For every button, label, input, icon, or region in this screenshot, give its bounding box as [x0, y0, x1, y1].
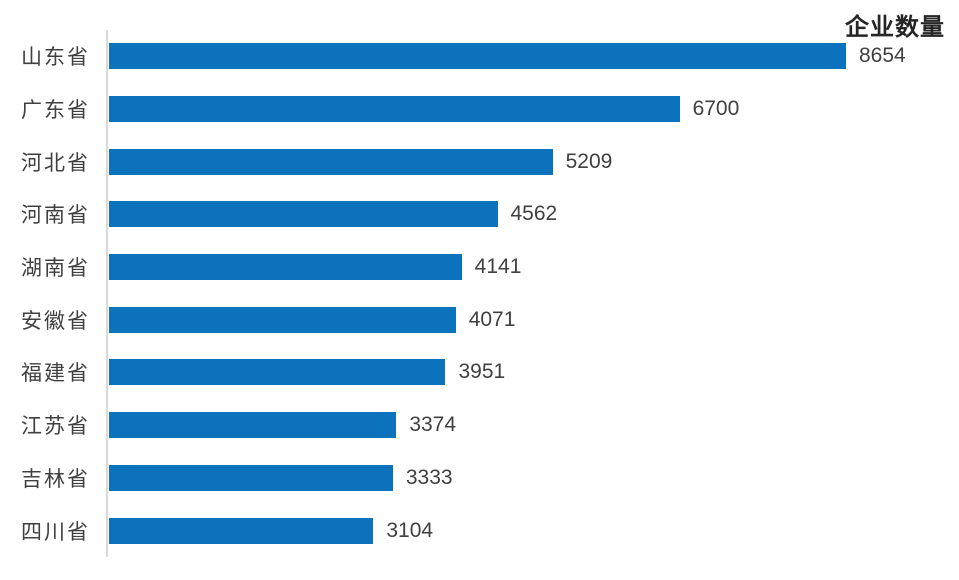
value-label: 3951: [458, 360, 506, 384]
plot-cell: 3374: [106, 398, 959, 452]
value-label: 3333: [405, 465, 453, 489]
plot-cell: 3104: [106, 504, 959, 557]
bar: [109, 254, 462, 281]
bar-row: 广东省 6700: [0, 82, 959, 136]
category-label: 安徽省: [21, 308, 90, 333]
bar-row: 福建省 3951: [0, 346, 959, 399]
plot-cell: 6700: [106, 82, 959, 136]
category-label: 河北省: [21, 150, 90, 175]
bar: [109, 148, 553, 175]
plot-cell: 4141: [106, 240, 959, 294]
value-label: 4071: [468, 307, 516, 331]
bar: [109, 359, 446, 386]
bar-row: 江苏省 3374: [0, 398, 959, 452]
category-label: 吉林省: [21, 466, 90, 491]
category-label: 福建省: [21, 361, 90, 386]
category-label: 江苏省: [21, 414, 90, 439]
bar-row: 河北省 5209: [0, 135, 959, 189]
value-label: 4562: [510, 202, 558, 226]
value-label: 8654: [859, 44, 906, 68]
value-label: 3104: [386, 518, 434, 542]
bar: [109, 412, 397, 439]
bar-row: 安徽省 4071: [0, 293, 959, 347]
bar: [109, 201, 498, 228]
category-label: 河南省: [21, 203, 90, 228]
value-label: 5209: [565, 149, 613, 173]
category-label: 湖南省: [21, 256, 90, 281]
value-label: 4141: [474, 255, 522, 279]
category-label: 广东省: [21, 98, 90, 123]
plot-cell: 4562: [106, 188, 959, 241]
bar-row: 河南省 4562: [0, 188, 959, 241]
value-label: 3374: [409, 413, 457, 437]
plot-cell: 3951: [106, 346, 959, 399]
chart-title: 企业数量: [845, 14, 945, 41]
plot-cell: 5209: [106, 135, 959, 189]
bar-row: 四川省 3104: [0, 504, 959, 557]
plot-cell: 8654: [106, 30, 959, 83]
value-label: 6700: [692, 97, 740, 121]
bar: [109, 306, 456, 333]
bar: [109, 517, 374, 544]
plot-cell: 4071: [106, 293, 959, 347]
bar: [109, 464, 393, 491]
category-label: 山东省: [21, 45, 90, 70]
bar-row: 湖南省 4141: [0, 240, 959, 294]
bar-row: 山东省 8654: [0, 30, 959, 83]
plot-area: 山东省 8654 广东省 6700 河北省 5209 河南省 4562 湖南省 4141 安徽省 40…: [0, 30, 959, 557]
bar: [109, 96, 680, 123]
bar-row: 吉林省 3333: [0, 451, 959, 505]
plot-cell: 3333: [106, 451, 959, 505]
bar: [109, 43, 846, 70]
category-label: 四川省: [21, 519, 90, 544]
